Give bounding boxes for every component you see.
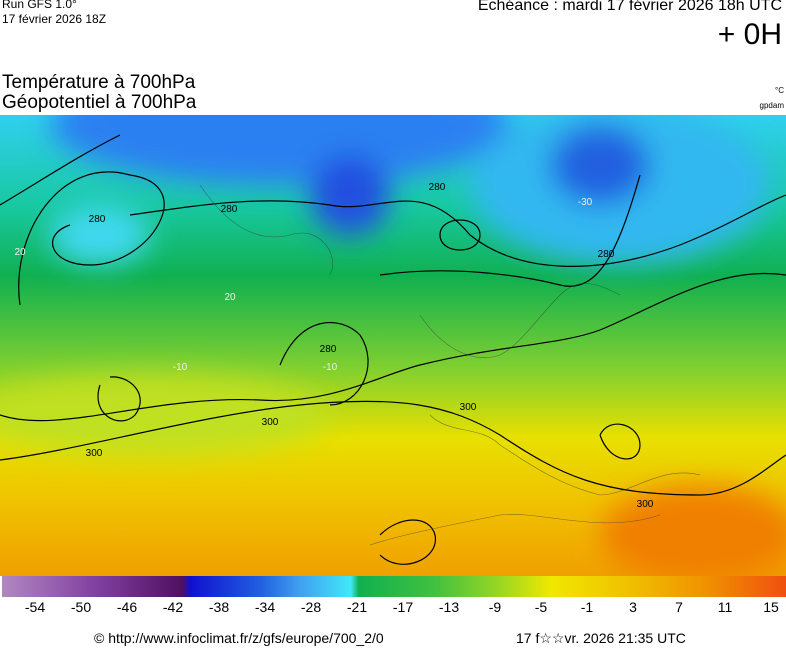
scale-label: -46 xyxy=(116,599,138,615)
contour-label: 20 xyxy=(14,247,26,258)
scale-label: -28 xyxy=(300,599,322,615)
source-url: © http://www.infoclimat.fr/z/gfs/europe/… xyxy=(94,630,384,646)
scale-label: -13 xyxy=(438,599,460,615)
contour-label: 300 xyxy=(460,402,477,413)
contour-label: 280 xyxy=(429,182,446,193)
scale-label: -38 xyxy=(208,599,230,615)
unit: °C xyxy=(775,86,784,95)
scale-label: -42 xyxy=(162,599,184,615)
generated-time: 17 f☆☆vr. 2026 21:35 UTC xyxy=(516,630,686,646)
coastlines xyxy=(199,184,701,546)
scale-label: 7 xyxy=(675,599,683,615)
contour-label: -30 xyxy=(578,197,593,208)
scale-label: -17 xyxy=(392,599,414,615)
contour-label: -10 xyxy=(173,362,188,373)
contour-label: 280 xyxy=(320,344,337,355)
contour-label: 280 xyxy=(221,204,238,215)
scale-label: 11 xyxy=(717,599,733,615)
scale-label: -9 xyxy=(488,599,502,615)
unit: gpdam xyxy=(759,101,784,110)
scale-label: -34 xyxy=(254,599,276,615)
run-date: 17 février 2026 18Z xyxy=(2,12,107,26)
valid-time: Echéance : mardi 17 février 2026 18h UTC xyxy=(477,0,782,14)
scale-label: 15 xyxy=(763,599,779,615)
contour-label: 300 xyxy=(637,499,654,510)
scale-label: -1 xyxy=(580,599,594,615)
contour-label: 300 xyxy=(262,417,279,428)
contour-label: 280 xyxy=(89,214,106,225)
title: Température à 700hPa xyxy=(2,72,196,93)
map: 280 280 280 280 280 300 300 300 300 20 20 -10 -10 -30 xyxy=(0,115,786,576)
contour-label: 300 xyxy=(86,448,103,459)
scale-label: 3 xyxy=(629,599,637,615)
run-label: Run GFS 1.0° xyxy=(2,0,77,11)
title: Géopotentiel à 700hPa xyxy=(2,92,197,113)
contour-label: 20 xyxy=(224,292,236,303)
scale-label: -50 xyxy=(70,599,92,615)
lead-time: + 0H xyxy=(717,18,782,51)
scale-label: -21 xyxy=(346,599,368,615)
contour-label: -10 xyxy=(323,362,338,373)
geopotential-contours xyxy=(0,134,786,565)
field-shading xyxy=(0,115,786,576)
color-scale xyxy=(2,576,786,597)
scale-label: -5 xyxy=(534,599,548,615)
scale-label: -54 xyxy=(24,599,46,615)
contour-label: 280 xyxy=(598,249,615,260)
